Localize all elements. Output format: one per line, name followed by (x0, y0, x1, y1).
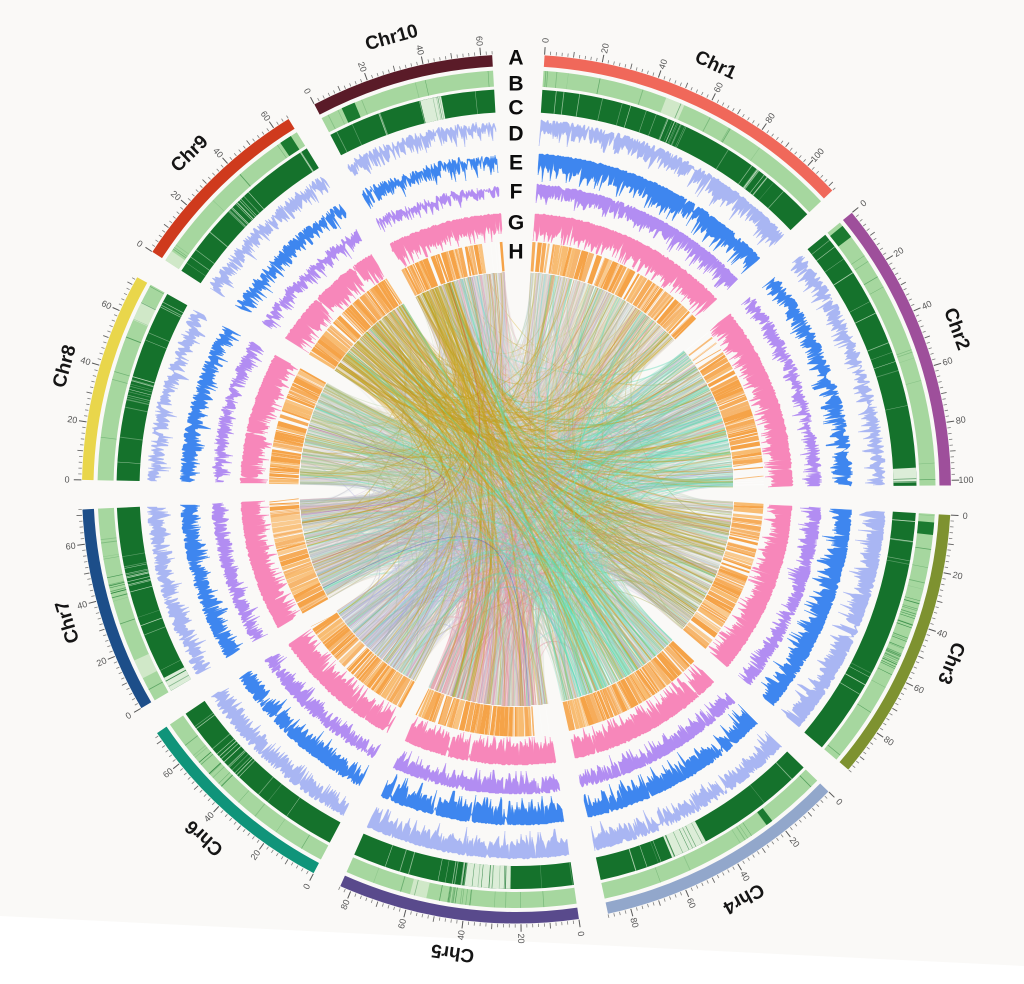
svg-text:80: 80 (763, 111, 777, 125)
svg-text:0: 0 (858, 198, 868, 209)
svg-text:0: 0 (834, 797, 845, 808)
svg-text:80: 80 (955, 414, 966, 425)
svg-text:40: 40 (211, 146, 225, 160)
svg-text:20: 20 (599, 42, 611, 54)
svg-text:60: 60 (65, 541, 76, 552)
svg-text:80: 80 (628, 917, 640, 929)
svg-text:100: 100 (958, 475, 973, 485)
svg-text:0: 0 (135, 238, 145, 249)
svg-text:40: 40 (414, 44, 426, 56)
svg-text:60: 60 (259, 109, 273, 123)
svg-text:A: A (508, 47, 523, 70)
svg-text:0: 0 (302, 87, 313, 96)
svg-text:0: 0 (301, 882, 312, 891)
svg-text:80: 80 (882, 734, 896, 748)
svg-text:40: 40 (76, 599, 88, 611)
svg-text:D: D (508, 123, 523, 146)
svg-text:20: 20 (952, 570, 964, 582)
svg-text:60: 60 (941, 355, 953, 367)
svg-text:60: 60 (685, 897, 698, 910)
svg-text:20: 20 (95, 655, 108, 668)
svg-text:0: 0 (576, 931, 587, 937)
svg-text:80: 80 (339, 898, 352, 911)
svg-text:0: 0 (540, 38, 550, 44)
svg-text:20: 20 (892, 245, 906, 259)
svg-text:C: C (508, 97, 523, 120)
svg-text:20: 20 (516, 933, 526, 943)
svg-text:20: 20 (356, 60, 369, 73)
svg-text:40: 40 (657, 58, 670, 71)
svg-text:0: 0 (124, 710, 133, 721)
svg-text:F: F (510, 181, 523, 204)
svg-text:40: 40 (738, 869, 752, 883)
svg-text:40: 40 (936, 627, 949, 640)
svg-text:20: 20 (788, 835, 802, 849)
svg-text:20: 20 (67, 414, 78, 425)
svg-text:20: 20 (169, 189, 183, 203)
svg-text:60: 60 (474, 36, 485, 47)
svg-text:0: 0 (64, 475, 69, 485)
svg-text:40: 40 (920, 298, 933, 311)
svg-text:60: 60 (396, 918, 408, 930)
svg-text:B: B (508, 73, 523, 96)
svg-text:20: 20 (249, 848, 263, 862)
svg-text:60: 60 (912, 682, 925, 695)
svg-text:40: 40 (202, 810, 216, 824)
svg-text:40: 40 (79, 355, 91, 367)
svg-text:60: 60 (712, 81, 725, 94)
svg-text:E: E (509, 152, 523, 175)
svg-text:60: 60 (100, 298, 113, 311)
svg-text:G: G (508, 212, 524, 235)
svg-text:H: H (508, 241, 523, 264)
svg-text:40: 40 (456, 930, 467, 941)
svg-text:0: 0 (962, 511, 968, 521)
svg-text:60: 60 (161, 766, 175, 780)
